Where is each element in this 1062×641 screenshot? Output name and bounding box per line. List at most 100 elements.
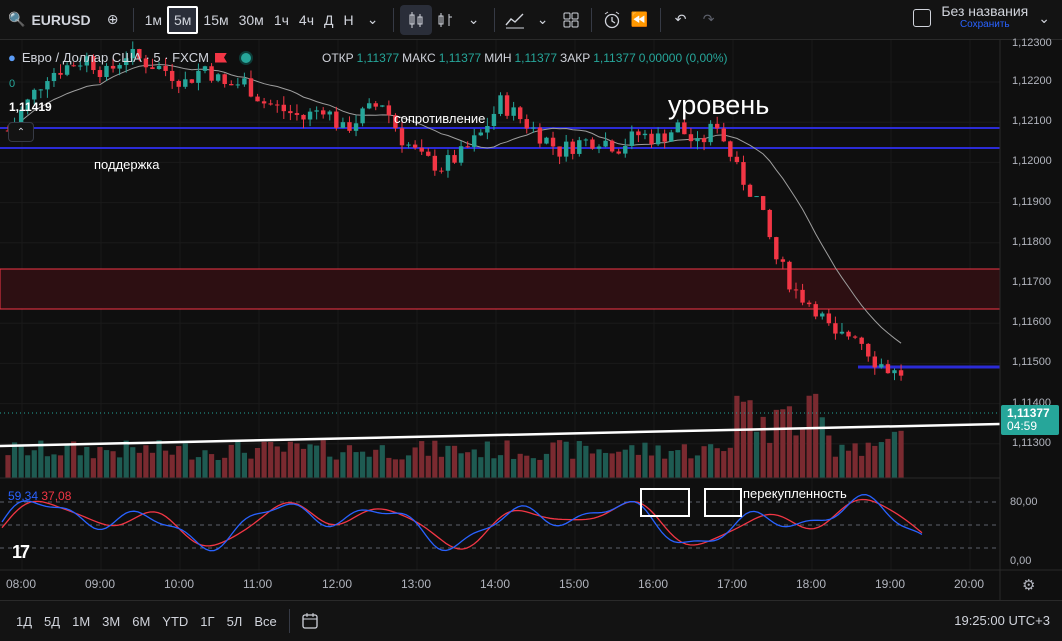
volume-bar	[274, 446, 280, 478]
timeframe-day[interactable]: Д	[324, 11, 334, 28]
volume-bars	[5, 393, 904, 478]
volume-bar	[451, 445, 458, 478]
price-chart[interactable]	[0, 40, 1062, 600]
price-axis-label: 1,11700	[1012, 276, 1051, 288]
indicators-dropdown[interactable]: ⌄	[529, 5, 557, 35]
candle-body	[563, 141, 569, 157]
candle-body	[124, 58, 129, 66]
gear-icon[interactable]: ⚙	[1022, 577, 1036, 594]
candle-body	[51, 72, 57, 82]
candle-body	[616, 151, 621, 154]
candle-body	[898, 370, 904, 376]
low-label: МИН	[484, 51, 512, 65]
timeframe-1m[interactable]: 1м	[144, 11, 162, 28]
annotation-support[interactable]: поддержка	[94, 157, 160, 172]
candle-body	[609, 140, 615, 152]
volume-bar	[432, 440, 438, 478]
volume-bar	[629, 445, 635, 478]
volume-bar	[405, 455, 412, 478]
volume-bar	[228, 444, 234, 478]
volume-bar	[484, 441, 490, 478]
symbol-search[interactable]: 🔍 EURUSD	[0, 11, 99, 28]
compare-symbol-button[interactable]: ⊕	[99, 5, 127, 35]
candle-body	[478, 132, 483, 136]
stoch-d-line	[1, 498, 923, 550]
volume-bar	[51, 454, 57, 478]
chevron-down-icon[interactable]: ⌄	[1038, 9, 1050, 26]
range-button[interactable]: 5Л	[226, 613, 243, 629]
range-button[interactable]: Все	[254, 613, 277, 629]
tradingview-logo[interactable]: 17	[12, 542, 30, 562]
flag-icon[interactable]	[215, 52, 228, 63]
market-status-icon[interactable]	[241, 52, 252, 63]
timeframe-15m[interactable]: 15м	[203, 11, 229, 28]
candle-body	[557, 146, 562, 157]
volume-bar	[708, 444, 714, 478]
candle-body	[445, 155, 451, 171]
indicators-button[interactable]	[501, 5, 529, 35]
price-axis-label: 1,11800	[1012, 235, 1051, 248]
annotation-resistance[interactable]: сопротивление	[394, 111, 486, 126]
go-to-date-button[interactable]	[296, 606, 324, 636]
volume-bar	[504, 440, 510, 478]
range-button[interactable]: 1Г	[200, 613, 215, 629]
range-button[interactable]: 1Д	[16, 613, 33, 629]
collapse-legend-button[interactable]: ⌃	[8, 122, 34, 142]
annotation-level[interactable]: уровень	[668, 90, 770, 120]
volume-bar	[235, 441, 241, 478]
candle-body	[800, 289, 805, 303]
volume-bar	[780, 409, 786, 478]
volume-bar	[511, 458, 517, 478]
volume-bar	[163, 450, 169, 478]
search-icon: 🔍	[8, 11, 26, 27]
candle-body	[669, 132, 674, 142]
range-button[interactable]: 1М	[72, 613, 91, 629]
redo-button[interactable]: ↷	[695, 5, 723, 35]
candle-body	[524, 119, 529, 129]
utc-clock[interactable]: 19:25:00 UTC+3	[954, 613, 1050, 628]
annotation-overbought[interactable]: перекупленность	[743, 486, 847, 501]
volume-bar	[471, 449, 477, 478]
alert-button[interactable]	[598, 5, 626, 35]
timeframe-30m[interactable]: 30м	[238, 11, 264, 28]
timeframe-week[interactable]: Н	[343, 11, 354, 28]
candle-body	[550, 137, 556, 147]
timeframe-1h[interactable]: 1ч	[273, 11, 289, 28]
volume-bar	[885, 438, 891, 478]
volume-bar	[195, 457, 202, 478]
layout-title-button[interactable]: Без названия Сохранить	[941, 4, 1028, 32]
chart-type-button[interactable]	[432, 5, 460, 35]
undo-button[interactable]: ↶	[667, 5, 695, 35]
range-button[interactable]: YTD	[162, 613, 189, 629]
timeframe-5m[interactable]: 5м	[166, 5, 199, 34]
volume-bar	[609, 453, 615, 478]
candle-body	[176, 80, 181, 87]
range-button[interactable]: 5Д	[44, 613, 61, 629]
candle-body	[307, 111, 313, 120]
volume-bar	[215, 459, 221, 478]
checkbox-icon[interactable]	[913, 9, 932, 27]
volume-bar	[465, 452, 471, 478]
range-button[interactable]: 6М	[132, 613, 151, 629]
candles-style-button[interactable]	[399, 4, 432, 35]
volume-bar	[714, 448, 720, 478]
volume-bar	[747, 400, 753, 478]
volume-bar	[563, 441, 569, 478]
volume-bar	[320, 440, 326, 478]
templates-button[interactable]	[557, 5, 585, 35]
instrument-title[interactable]: Евро / Доллар США · 5 · FXCM	[21, 50, 210, 65]
volume-bar	[662, 458, 668, 478]
candle-body	[774, 237, 779, 260]
chart-type-dropdown[interactable]: ⌄	[460, 5, 488, 35]
volume-bar	[64, 444, 70, 478]
timeframe-dropdown[interactable]: ⌄	[359, 5, 387, 35]
volume-bar	[891, 431, 898, 478]
time-axis-label: 09:00	[85, 577, 116, 591]
range-button[interactable]: 3М	[102, 613, 121, 629]
volume-bar	[202, 450, 208, 478]
price-axis-label: 1,11600	[1012, 316, 1051, 329]
replay-button[interactable]: ⏪	[626, 5, 654, 35]
volume-bar	[550, 442, 556, 478]
timeframe-4h[interactable]: 4ч	[298, 11, 314, 28]
volume-bar	[832, 456, 838, 478]
